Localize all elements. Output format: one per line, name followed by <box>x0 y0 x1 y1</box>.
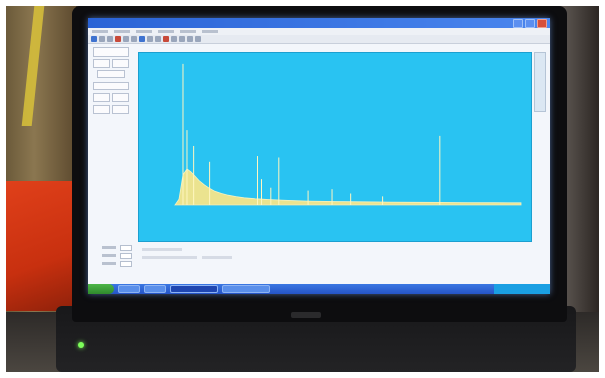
power-led-icon <box>78 342 84 348</box>
panel-button[interactable] <box>93 59 110 68</box>
toolbar-button[interactable] <box>147 36 153 42</box>
close-button[interactable] <box>537 19 547 28</box>
toolbar-button[interactable] <box>139 36 145 42</box>
maximize-button[interactable] <box>525 19 535 28</box>
toolbar <box>88 35 550 44</box>
window-titlebar[interactable] <box>88 18 550 28</box>
status-label <box>102 246 116 249</box>
menu-item[interactable] <box>92 30 108 33</box>
panel-button[interactable] <box>112 59 129 68</box>
laptop-screen <box>88 18 550 294</box>
taskbar-item[interactable] <box>170 285 218 293</box>
start-button[interactable] <box>88 284 114 294</box>
window-controls <box>513 19 547 28</box>
toolbar-button[interactable] <box>115 36 121 42</box>
menu-item[interactable] <box>158 30 174 33</box>
menu-item[interactable] <box>180 30 196 33</box>
taskbar-item[interactable] <box>222 285 270 293</box>
toolbar-button[interactable] <box>91 36 97 42</box>
toolbar-button[interactable] <box>131 36 137 42</box>
status-field[interactable] <box>120 245 132 251</box>
status-area <box>102 245 532 272</box>
taskbar <box>88 284 550 294</box>
status-field[interactable] <box>120 253 132 259</box>
spectrum-area <box>174 168 522 206</box>
status-label <box>102 254 116 257</box>
spectrum-svg <box>174 63 522 206</box>
panel-button[interactable] <box>97 70 125 78</box>
menu-item[interactable] <box>136 30 152 33</box>
status-readout <box>202 256 232 259</box>
control-panel <box>91 47 131 235</box>
spectrum-plot[interactable] <box>138 52 532 242</box>
menu-bar <box>88 28 550 35</box>
status-label <box>102 262 116 265</box>
toolbar-button[interactable] <box>195 36 201 42</box>
toolbar-button[interactable] <box>179 36 185 42</box>
taskbar-item[interactable] <box>144 285 166 293</box>
panel-button[interactable] <box>112 105 129 114</box>
panel-button[interactable] <box>93 93 110 102</box>
panel-button[interactable] <box>93 82 129 90</box>
toolbar-button[interactable] <box>171 36 177 42</box>
system-tray <box>494 284 550 294</box>
menu-item[interactable] <box>114 30 130 33</box>
photo-scene <box>6 6 599 372</box>
toolbar-button[interactable] <box>163 36 169 42</box>
toolbar-button[interactable] <box>99 36 105 42</box>
toolbar-button[interactable] <box>155 36 161 42</box>
taskbar-item[interactable] <box>118 285 140 293</box>
minimize-button[interactable] <box>513 19 523 28</box>
status-readout <box>142 248 182 251</box>
menu-item[interactable] <box>202 30 218 33</box>
status-readout <box>142 256 197 259</box>
laptop-logo <box>291 312 321 318</box>
toolbar-button[interactable] <box>123 36 129 42</box>
panel-button[interactable] <box>93 105 110 114</box>
status-field[interactable] <box>120 261 132 267</box>
panel-button[interactable] <box>93 47 129 57</box>
toolbar-button[interactable] <box>107 36 113 42</box>
toolbar-button[interactable] <box>187 36 193 42</box>
panel-button[interactable] <box>112 93 129 102</box>
plot-side-panel <box>534 52 546 112</box>
